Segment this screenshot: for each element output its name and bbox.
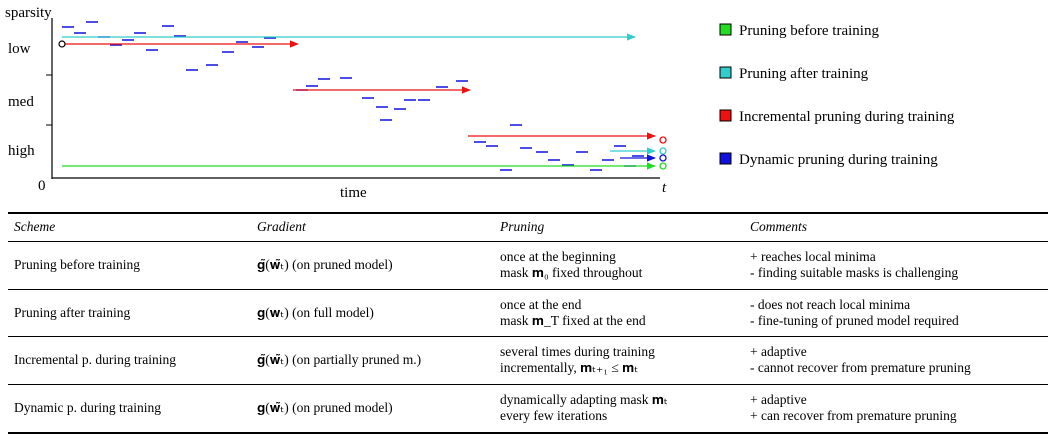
end-circle: [659, 147, 667, 155]
y-label: sparsity: [5, 5, 52, 21]
table-rule: [8, 241, 1048, 242]
table-cell: - finding suitable masks is challenging: [750, 265, 959, 280]
table-cell: several times during training: [500, 344, 655, 359]
start-circle: [58, 40, 66, 48]
end-circle: [659, 162, 667, 170]
legend-swatch: [719, 23, 732, 36]
table-cell: - fine-tuning of pruned model required: [750, 313, 959, 328]
legend-swatch: [719, 66, 732, 79]
table-cell: 𝐠̃(𝐰̃ₜ) (on pruned model): [257, 257, 393, 272]
level-label: high: [8, 143, 35, 159]
table-cell: - does not reach local minima: [750, 297, 911, 312]
table-cell: Pruning after training: [14, 305, 131, 320]
table-cell: once at the beginning: [500, 249, 616, 264]
table-cell: mask 𝐦₀ fixed throughout: [500, 265, 643, 280]
table-cell: incrementally, 𝐦ₜ₊₁ ≤ 𝐦ₜ: [500, 360, 639, 375]
legend-label: Incremental pruning during training: [739, 109, 955, 125]
legend-swatch: [719, 152, 732, 165]
table-rule: [8, 336, 1048, 337]
level-label: med: [8, 94, 34, 110]
table-cell: + can recover from premature pruning: [750, 408, 957, 423]
table-cell: mask 𝐦_T fixed at the end: [500, 313, 646, 328]
table-cell: Incremental p. during training: [14, 352, 176, 367]
table-cell: 𝐠(𝐰ₜ) (on full model): [257, 305, 374, 320]
table-header: Pruning: [500, 219, 545, 234]
table-rule: [8, 384, 1048, 385]
level-label: low: [8, 41, 31, 57]
table-cell: + adaptive: [750, 392, 807, 407]
table-rule: [8, 432, 1048, 434]
x-end-label: t: [662, 180, 667, 196]
legend-label: Dynamic pruning during training: [739, 152, 938, 168]
origin-label: 0: [38, 178, 46, 194]
legend-swatch: [719, 109, 732, 122]
table-cell: + reaches local minima: [750, 249, 876, 264]
table-rule: [8, 289, 1048, 290]
table-cell: + adaptive: [750, 344, 807, 359]
figure: sparsity low med high 0 time t Pruning b…: [5, 5, 955, 201]
table-cell: Dynamic p. during training: [14, 400, 161, 415]
table-rule: [8, 212, 1048, 214]
legend-label: Pruning after training: [739, 66, 869, 82]
x-label: time: [340, 185, 367, 201]
table-cell: - cannot recover from premature pruning: [750, 360, 971, 375]
table-header: Comments: [750, 219, 807, 234]
table-cell: 𝐠(𝐰̃ₜ) (on pruned model): [257, 400, 393, 415]
table-cell: Pruning before training: [14, 257, 140, 272]
table-cell: once at the end: [500, 297, 582, 312]
table-cell: every few iterations: [500, 408, 608, 423]
end-circle: [659, 136, 667, 144]
legend-label: Pruning before training: [739, 23, 879, 39]
table-cell: 𝐠̃(𝐰̃ₜ) (on partially pruned m.): [257, 352, 422, 367]
end-circle: [659, 154, 667, 162]
table-header: Scheme: [14, 219, 56, 234]
table-cell: dynamically adapting mask 𝐦ₜ: [500, 392, 668, 407]
table-header: Gradient: [257, 219, 306, 234]
